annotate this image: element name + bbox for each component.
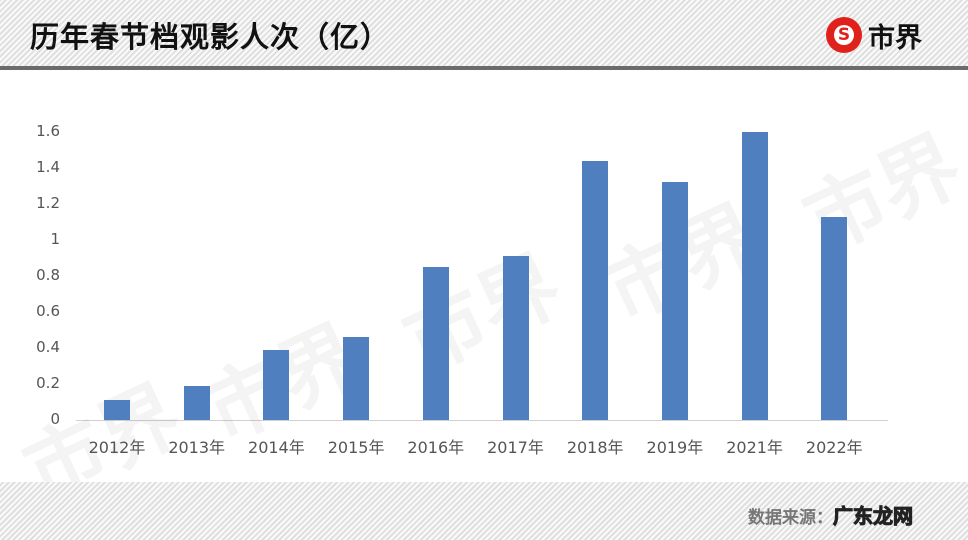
y-tick-label: 1 bbox=[50, 230, 60, 248]
bar-2022 bbox=[821, 216, 848, 420]
header-banner: 历年春节档观影人次（亿） S 市界 bbox=[0, 0, 968, 66]
bar-2014 bbox=[263, 349, 290, 420]
source-label: 数据来源： bbox=[748, 508, 833, 528]
page-title: 历年春节档观影人次（亿） bbox=[30, 20, 391, 54]
header-divider bbox=[0, 66, 968, 70]
logo-s-icon: S bbox=[826, 17, 862, 53]
bar-2018 bbox=[582, 160, 609, 420]
watermark-text: 市界 bbox=[383, 222, 577, 395]
bar-2013 bbox=[183, 385, 210, 420]
y-tick-label: 0 bbox=[50, 410, 60, 428]
y-tick-label: 1.2 bbox=[36, 194, 60, 212]
y-tick-label: 1.6 bbox=[36, 122, 60, 140]
bar-chart: 市界市界市界市界市界00.20.40.60.811.21.41.62012年20… bbox=[0, 70, 968, 520]
bar-2016 bbox=[422, 267, 449, 420]
x-tick-label: 2015年 bbox=[327, 438, 385, 457]
x-tick-label: 2017年 bbox=[487, 438, 544, 457]
x-tick-label: 2014年 bbox=[248, 438, 305, 457]
x-tick-label: 2019年 bbox=[646, 438, 704, 457]
y-tick-label: 0.4 bbox=[36, 338, 60, 356]
footer-banner: 数据来源：广东龙网 bbox=[0, 482, 968, 540]
source-overlay-watermark: 广东龙网 bbox=[833, 504, 914, 529]
x-tick-label: 2021年 bbox=[726, 438, 783, 457]
bar-2012 bbox=[104, 400, 130, 420]
y-tick-label: 0.6 bbox=[36, 302, 60, 320]
watermark-text: 市界 bbox=[783, 102, 968, 275]
bar-2017 bbox=[502, 256, 529, 420]
brand-logo: S 市界 bbox=[826, 17, 922, 54]
bar-2019 bbox=[661, 182, 688, 420]
y-tick-label: 1.4 bbox=[36, 158, 60, 176]
bar-2015 bbox=[343, 337, 370, 420]
x-tick-label: 2013年 bbox=[168, 438, 226, 457]
x-axis-line bbox=[76, 420, 888, 421]
logo-text: 市界 bbox=[868, 22, 922, 54]
x-tick-label: 2012年 bbox=[88, 438, 146, 457]
y-tick-label: 0.8 bbox=[36, 266, 60, 284]
y-tick-label: 0.2 bbox=[36, 374, 60, 392]
bar-2021 bbox=[741, 132, 768, 420]
x-tick-label: 2018年 bbox=[566, 438, 624, 457]
x-tick-label: 2016年 bbox=[407, 438, 465, 457]
data-source: 数据来源：广东龙网 bbox=[748, 500, 914, 529]
x-tick-label: 2022年 bbox=[805, 438, 863, 457]
